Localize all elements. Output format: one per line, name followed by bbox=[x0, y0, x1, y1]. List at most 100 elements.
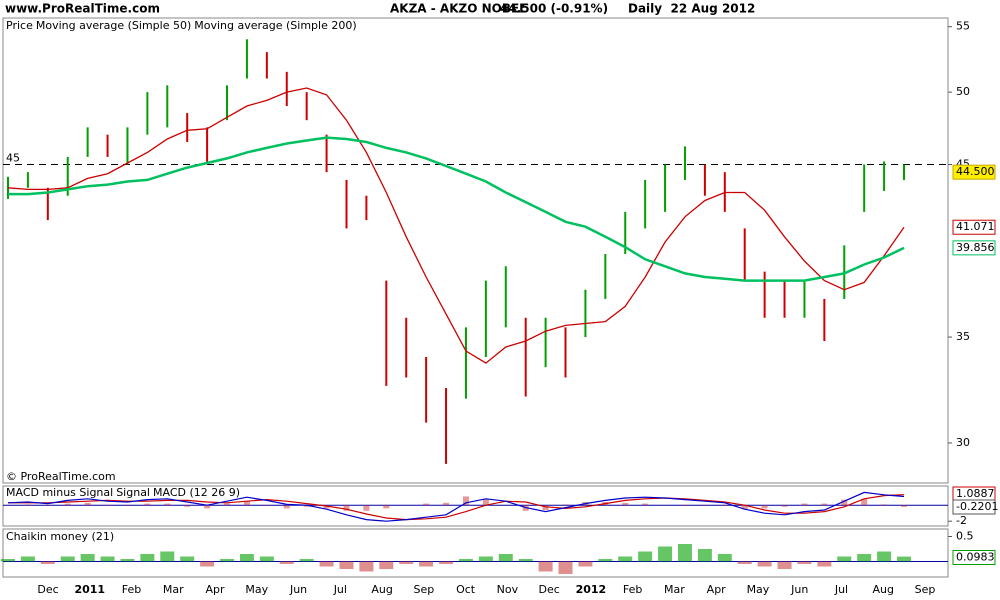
x-tick-label: Jun bbox=[790, 583, 808, 596]
chaikin-bar bbox=[458, 559, 473, 562]
chaikin-bar bbox=[220, 559, 235, 562]
histogram-bar bbox=[721, 505, 728, 506]
chaikin-bar bbox=[538, 561, 553, 572]
chaikin-bar bbox=[837, 556, 852, 562]
legend-entry: Signal bbox=[116, 486, 150, 499]
legend-entry: MACD (12 26 9) bbox=[153, 486, 240, 499]
chaikin-bar bbox=[518, 559, 533, 562]
histogram-bar bbox=[761, 505, 768, 509]
x-tick-label: Dec bbox=[37, 583, 58, 596]
quote: 44.500 (-0.91%) bbox=[500, 2, 608, 16]
value-label: 44.500 bbox=[956, 165, 995, 178]
chaikin-bar bbox=[180, 556, 195, 562]
chaikin-bar bbox=[757, 561, 772, 567]
histogram-bar bbox=[423, 503, 430, 506]
histogram-bar bbox=[741, 505, 748, 510]
indicator-line bbox=[8, 494, 905, 521]
x-tick-label: Jul bbox=[834, 583, 848, 596]
x-tick-label: Dec bbox=[538, 583, 559, 596]
y-tick-label: 35 bbox=[956, 330, 970, 343]
chaikin-bar bbox=[140, 554, 155, 562]
legend-entry: Chaikin money (21) bbox=[6, 530, 114, 543]
chaikin-bar bbox=[897, 556, 911, 562]
histogram-bar bbox=[881, 504, 888, 506]
period: Daily 22 Aug 2012 bbox=[628, 2, 755, 16]
chaikin-bar bbox=[319, 561, 334, 567]
histogram-bar bbox=[562, 504, 569, 506]
histogram-bar bbox=[622, 502, 629, 506]
legend-entry: Moving average (Simple 200) bbox=[194, 19, 356, 32]
x-tick-label: May bbox=[747, 583, 770, 596]
chaikin-bar bbox=[777, 561, 792, 569]
chaikin-bar bbox=[359, 561, 374, 572]
histogram-bar bbox=[164, 503, 171, 506]
histogram-bar bbox=[323, 505, 330, 509]
histogram-bar bbox=[204, 505, 211, 509]
histogram-bar bbox=[901, 505, 907, 507]
y-tick-label: 55 bbox=[956, 20, 970, 33]
chaikin-bar bbox=[439, 561, 454, 564]
histogram-bar bbox=[224, 503, 231, 506]
histogram-bar bbox=[363, 505, 370, 511]
histogram-bar bbox=[104, 505, 111, 506]
chaikin-bar bbox=[478, 556, 493, 562]
legend-entry: Price bbox=[6, 19, 33, 32]
histogram-bar bbox=[801, 503, 808, 506]
histogram-bar bbox=[383, 505, 390, 509]
chaikin-bar bbox=[578, 561, 593, 567]
chaikin-bar bbox=[618, 556, 633, 562]
indicator-line bbox=[7, 491, 905, 522]
chaikin-bar bbox=[638, 551, 653, 562]
x-tick-label: 2011 bbox=[74, 583, 105, 596]
histogram-bar bbox=[263, 505, 270, 506]
watermark: © ProRealTime.com bbox=[6, 470, 116, 483]
value-label: -0.2201 bbox=[956, 500, 998, 513]
x-tick-label: Sep bbox=[915, 583, 936, 596]
macd-panel bbox=[2, 485, 949, 527]
moving-average bbox=[7, 87, 905, 364]
legend-entry: MACD minus Signal bbox=[6, 486, 113, 499]
chaikin-bar bbox=[598, 559, 613, 562]
value-label: 0.0983 bbox=[956, 551, 995, 564]
x-tick-label: Mar bbox=[664, 583, 685, 596]
chaikin-bar bbox=[379, 561, 394, 569]
chaikin-bar bbox=[697, 549, 712, 562]
histogram-bar bbox=[542, 505, 549, 510]
histogram-bar bbox=[482, 498, 489, 506]
moving-average bbox=[8, 136, 905, 282]
histogram-bar bbox=[861, 498, 868, 506]
histogram-bar bbox=[821, 503, 828, 506]
chaikin-bar bbox=[658, 546, 673, 562]
x-tick-label: Nov bbox=[497, 583, 519, 596]
site-name: www.ProRealTime.com bbox=[5, 2, 160, 16]
histogram-bar bbox=[681, 505, 688, 506]
chaikin-bar bbox=[80, 554, 95, 562]
chaikin-bar bbox=[259, 556, 274, 562]
y-tick-label: 30 bbox=[956, 436, 970, 449]
value-label-box bbox=[952, 164, 996, 180]
chaikin-bar bbox=[40, 561, 55, 564]
chaikin-bar bbox=[120, 559, 135, 562]
histogram-bar bbox=[303, 505, 310, 507]
histogram-bar bbox=[243, 501, 250, 506]
chaikin-bar bbox=[797, 561, 812, 564]
x-tick-label: Sep bbox=[413, 583, 434, 596]
histogram-bar bbox=[283, 505, 290, 509]
histogram-bar bbox=[443, 502, 450, 506]
value-label-box bbox=[952, 499, 996, 515]
chaikin-bar bbox=[339, 561, 354, 569]
x-tick-label: Mar bbox=[163, 583, 184, 596]
chaikin-bar bbox=[877, 551, 892, 562]
price-panel bbox=[2, 17, 949, 484]
chaikin-bar bbox=[419, 561, 434, 567]
histogram-bar bbox=[64, 503, 71, 506]
histogram-bar bbox=[124, 505, 131, 506]
x-tick-label: Oct bbox=[456, 583, 476, 596]
chaikin-bar bbox=[100, 556, 115, 562]
histogram-bar bbox=[701, 505, 708, 506]
legend-entry: Moving average (Simple 50) bbox=[36, 19, 191, 32]
histogram-bar bbox=[781, 505, 788, 507]
chaikin-bar bbox=[160, 551, 175, 562]
y-tick-label: 50 bbox=[956, 85, 970, 98]
